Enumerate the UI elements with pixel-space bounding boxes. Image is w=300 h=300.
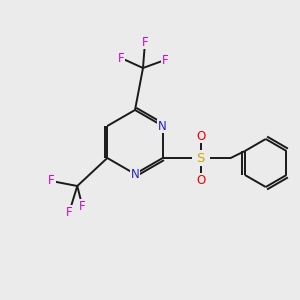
Text: F: F [142, 35, 148, 49]
Text: F: F [66, 206, 73, 218]
Text: N: N [158, 119, 167, 133]
Text: S: S [196, 152, 205, 164]
Text: F: F [48, 175, 55, 188]
Text: F: F [162, 53, 168, 67]
Text: O: O [196, 130, 205, 142]
Text: O: O [196, 173, 205, 187]
Text: F: F [118, 52, 124, 64]
Text: F: F [79, 200, 86, 212]
Text: N: N [130, 167, 140, 181]
